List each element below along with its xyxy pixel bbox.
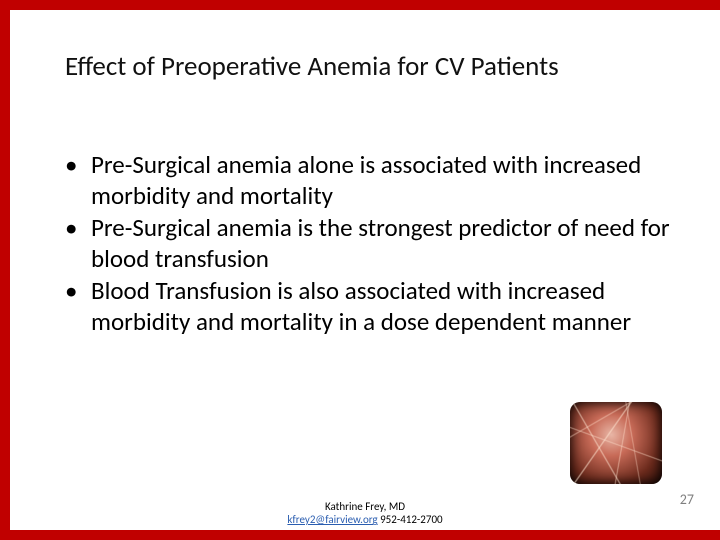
page-number: 27 [680, 491, 694, 508]
bullet-list: Pre-Surgical anemia alone is associated … [65, 150, 680, 337]
slide-body: Pre-Surgical anemia alone is associated … [65, 150, 680, 339]
bullet-item: Pre-Surgical anemia is the strongest pre… [65, 213, 680, 274]
footer-email: kfrey2@fairview.org [287, 513, 377, 526]
slide-footer: Kathrine Frey, MD kfrey2@fairview.org 95… [10, 500, 720, 528]
footer-phone: 952-412-2700 [378, 513, 443, 526]
slide-title: Effect of Preoperative Anemia for CV Pat… [65, 50, 690, 83]
heart-image [570, 402, 662, 484]
slide-container: Effect of Preoperative Anemia for CV Pat… [0, 0, 720, 540]
footer-author: Kathrine Frey, MD [325, 500, 405, 513]
bullet-item: Blood Transfusion is also associated wit… [65, 276, 680, 337]
bullet-item: Pre-Surgical anemia alone is associated … [65, 150, 680, 211]
